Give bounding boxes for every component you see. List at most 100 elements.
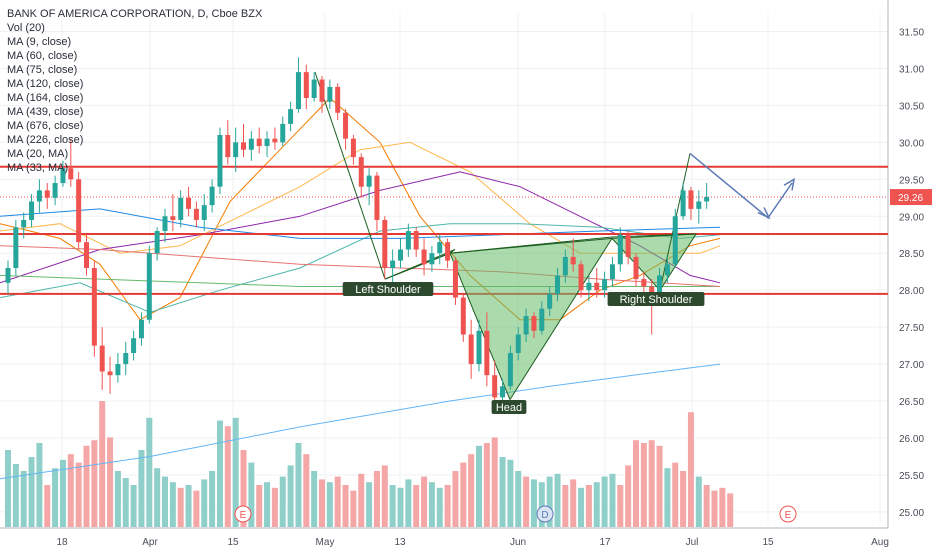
volume-bar bbox=[122, 478, 129, 527]
candle-body bbox=[335, 86, 341, 113]
volume-bar bbox=[444, 485, 451, 527]
y-tick-label: 25.50 bbox=[899, 471, 924, 482]
volume-bar bbox=[601, 476, 608, 527]
indicator-0[interactable]: Vol (20) bbox=[7, 22, 45, 34]
volume-bar bbox=[279, 476, 286, 527]
y-tick-label: 30.00 bbox=[899, 138, 924, 149]
volume-bar bbox=[381, 465, 388, 527]
y-tick-label: 27.00 bbox=[899, 360, 924, 371]
pattern-shape bbox=[449, 237, 613, 401]
indicator-5[interactable]: MA (164, close) bbox=[7, 92, 84, 104]
candle-body bbox=[123, 353, 129, 365]
candle-body bbox=[319, 79, 325, 102]
volume-bar bbox=[311, 471, 318, 527]
volume-bar bbox=[12, 464, 19, 527]
y-tick-label: 31.00 bbox=[899, 64, 924, 75]
candle-body bbox=[21, 219, 27, 228]
y-tick-label: 29.50 bbox=[899, 175, 924, 186]
volume-bar bbox=[397, 487, 404, 527]
candle-body bbox=[578, 264, 584, 291]
volume-bar bbox=[28, 457, 35, 527]
volume-bar bbox=[303, 454, 310, 527]
x-tick-label: Jul bbox=[686, 537, 699, 548]
volume-bar bbox=[483, 443, 490, 527]
candle-body bbox=[398, 249, 403, 261]
volume-bar bbox=[130, 485, 137, 527]
volume-bar bbox=[452, 471, 459, 527]
candle-body bbox=[437, 242, 443, 254]
candle-body bbox=[570, 256, 576, 265]
event-marker bbox=[234, 505, 252, 523]
volume-bar bbox=[680, 471, 687, 527]
volume-bar bbox=[287, 465, 294, 527]
candle-body bbox=[327, 86, 333, 102]
indicator-10[interactable]: MA (33, MA) bbox=[7, 162, 69, 174]
candle-body bbox=[146, 253, 152, 320]
volume-bar bbox=[530, 479, 537, 527]
volume-bar bbox=[224, 426, 231, 527]
pattern-shape bbox=[610, 233, 697, 292]
volume-bar bbox=[36, 443, 43, 527]
candle-body bbox=[99, 345, 105, 372]
volume-bar bbox=[271, 487, 278, 527]
volume-bar bbox=[240, 450, 247, 527]
candle-body bbox=[241, 142, 246, 150]
candle-body bbox=[460, 297, 466, 335]
candle-body bbox=[91, 268, 97, 346]
x-tick-label: Apr bbox=[142, 537, 158, 548]
volume-bar bbox=[585, 485, 592, 527]
candle-body bbox=[476, 330, 482, 365]
candle-body bbox=[531, 316, 537, 331]
volume-bar bbox=[633, 440, 639, 527]
volume-bar bbox=[476, 445, 482, 527]
event-marker bbox=[779, 505, 797, 523]
volume-bar bbox=[326, 482, 333, 527]
event-marker-label: E bbox=[240, 510, 247, 521]
volume-bar bbox=[169, 482, 176, 527]
volume-bar bbox=[201, 479, 208, 527]
candle-body bbox=[162, 216, 168, 232]
volume-bar bbox=[20, 471, 27, 527]
left-shoulder-label: Left Shoulder bbox=[355, 284, 421, 296]
indicator-3[interactable]: MA (75, close) bbox=[7, 64, 78, 76]
x-tick-label: Aug bbox=[871, 537, 889, 548]
event-marker-label: E bbox=[785, 510, 792, 521]
indicator-9[interactable]: MA (20, MA) bbox=[7, 148, 69, 160]
volume-bar bbox=[389, 485, 396, 527]
candle-body bbox=[366, 175, 372, 187]
candle-body bbox=[672, 216, 678, 265]
indicator-2[interactable]: MA (60, close) bbox=[7, 50, 78, 62]
indicator-8[interactable]: MA (226, close) bbox=[7, 134, 84, 146]
volume-bar bbox=[554, 473, 561, 527]
volume-bar bbox=[185, 485, 192, 527]
volume-bar bbox=[256, 485, 263, 527]
volume-bar bbox=[648, 440, 655, 527]
indicator-1[interactable]: MA (9, close) bbox=[7, 36, 72, 48]
candle-body bbox=[468, 334, 474, 365]
volume-bar bbox=[342, 485, 349, 527]
volume-bar bbox=[358, 473, 365, 527]
volume-bar bbox=[295, 443, 302, 527]
candle-body bbox=[138, 319, 144, 339]
volume-bar bbox=[350, 490, 357, 527]
volume-bar bbox=[640, 443, 647, 527]
candle-body bbox=[209, 186, 215, 206]
candle-body bbox=[60, 168, 66, 183]
volume-bar bbox=[656, 445, 663, 527]
indicator-6[interactable]: MA (439, close) bbox=[7, 106, 84, 118]
candle-body bbox=[492, 375, 498, 398]
head-label: Head bbox=[496, 402, 522, 414]
volume-bar bbox=[695, 476, 702, 527]
indicator-7[interactable]: MA (676, close) bbox=[7, 120, 84, 132]
volume-bar bbox=[468, 454, 475, 527]
volume-bar bbox=[319, 479, 325, 527]
candle-body bbox=[523, 316, 529, 335]
volume-bar bbox=[719, 487, 726, 527]
indicator-4[interactable]: MA (120, close) bbox=[7, 78, 84, 90]
volume-bar bbox=[209, 471, 216, 527]
last-price-value: 29.26 bbox=[898, 193, 923, 204]
candle-body bbox=[664, 264, 670, 276]
chart-title[interactable]: BANK OF AMERICA CORPORATION, D, Cboe BZX bbox=[7, 8, 263, 20]
volume-bar bbox=[83, 445, 90, 527]
